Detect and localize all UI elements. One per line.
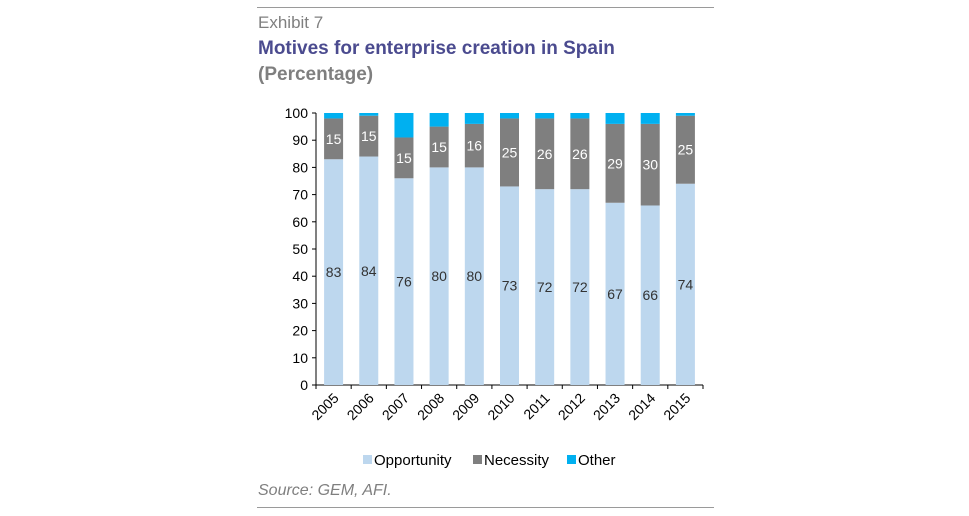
x-tick-label: 2011	[520, 390, 553, 423]
x-tick-label: 2010	[484, 390, 517, 423]
data-label-necessity: 26	[537, 146, 553, 162]
y-tick-label: 50	[292, 241, 308, 257]
data-label-opportunity: 67	[607, 286, 623, 302]
data-label-opportunity: 74	[678, 276, 694, 292]
bar-necessity	[640, 123, 660, 206]
data-label-opportunity: 72	[537, 279, 553, 295]
bar-opportunity	[640, 205, 660, 385]
bottom-rule	[257, 507, 714, 508]
data-label-opportunity: 84	[361, 263, 377, 279]
y-tick-label: 20	[292, 323, 308, 339]
bar-necessity	[675, 115, 695, 184]
data-label-necessity: 15	[396, 150, 412, 166]
bar-other	[675, 113, 695, 116]
legend-swatch-necessity	[473, 455, 482, 464]
bar-opportunity	[570, 189, 590, 385]
bar-necessity	[500, 118, 519, 187]
x-tick-label: 2012	[555, 390, 588, 423]
x-tick-label: 2006	[344, 390, 377, 423]
bar-necessity	[570, 118, 590, 190]
bar-other	[535, 113, 555, 119]
y-tick-label: 10	[292, 350, 308, 366]
bar-opportunity	[359, 156, 379, 385]
data-label-necessity: 25	[678, 142, 694, 158]
data-label-opportunity: 83	[326, 264, 342, 280]
bar-opportunity	[535, 189, 555, 385]
bar-other	[359, 113, 379, 116]
data-label-necessity: 30	[642, 157, 658, 173]
data-label-opportunity: 73	[502, 278, 518, 294]
x-tick-label: 2013	[590, 390, 623, 423]
bar-necessity	[429, 126, 449, 168]
x-tick-label: 2007	[379, 390, 412, 423]
legend-label-necessity: Necessity	[484, 452, 550, 469]
bar-necessity	[605, 123, 625, 203]
y-tick-label: 40	[292, 268, 308, 284]
legend-label-opportunity: Opportunity	[374, 452, 452, 469]
data-label-opportunity: 80	[467, 268, 483, 284]
y-tick-label: 70	[292, 187, 308, 203]
bar-opportunity	[324, 159, 344, 385]
bar-other	[500, 113, 519, 119]
bar-other	[394, 113, 414, 138]
x-tick-label: 2008	[414, 390, 447, 423]
data-label-necessity: 16	[467, 138, 483, 154]
bar-other	[605, 113, 625, 124]
x-tick-label: 2015	[660, 390, 693, 423]
y-tick-label: 60	[292, 214, 308, 230]
y-tick-label: 30	[292, 295, 308, 311]
data-label-necessity: 26	[572, 146, 588, 162]
bar-other	[429, 113, 449, 127]
legend-swatch-other	[567, 455, 576, 464]
bar-other	[464, 113, 484, 124]
legend-label-other: Other	[578, 452, 616, 469]
exhibit-label: Exhibit 7	[258, 13, 324, 32]
x-tick-label: 2005	[308, 390, 341, 423]
y-tick-label: 100	[285, 105, 309, 121]
chart-title: Motives for enterprise creation in Spain	[258, 38, 615, 59]
bar-opportunity	[675, 183, 695, 385]
chart-subtitle: (Percentage)	[258, 64, 374, 85]
legend-swatch-opportunity	[363, 455, 372, 464]
x-tick-label: 2014	[625, 390, 658, 423]
bar-necessity	[359, 115, 379, 157]
data-label-necessity: 29	[607, 155, 623, 171]
bar-other	[570, 113, 590, 119]
bar-other	[640, 113, 660, 124]
bar-opportunity	[464, 167, 484, 385]
data-label-necessity: 15	[361, 128, 377, 144]
bar-opportunity	[605, 202, 625, 385]
bar-necessity	[394, 137, 414, 179]
data-label-opportunity: 76	[396, 274, 412, 290]
y-tick-label: 80	[292, 159, 308, 175]
bar-necessity	[324, 118, 344, 160]
data-label-necessity: 25	[502, 144, 518, 160]
source-note: Source: GEM, AFI.	[258, 482, 392, 499]
top-rule	[257, 7, 714, 8]
x-tick-label: 2009	[449, 390, 482, 423]
y-tick-label: 90	[292, 132, 308, 148]
bar-opportunity	[500, 186, 519, 385]
data-label-opportunity: 80	[431, 268, 447, 284]
bar-opportunity	[429, 167, 449, 385]
y-tick-label: 0	[300, 377, 308, 393]
bar-opportunity	[394, 178, 414, 385]
data-label-opportunity: 66	[642, 287, 658, 303]
data-label-necessity: 15	[326, 131, 342, 147]
bar-other	[324, 113, 344, 119]
data-label-necessity: 15	[431, 139, 447, 155]
data-label-opportunity: 72	[572, 279, 588, 295]
bar-necessity	[535, 118, 555, 190]
bar-necessity	[464, 123, 484, 168]
